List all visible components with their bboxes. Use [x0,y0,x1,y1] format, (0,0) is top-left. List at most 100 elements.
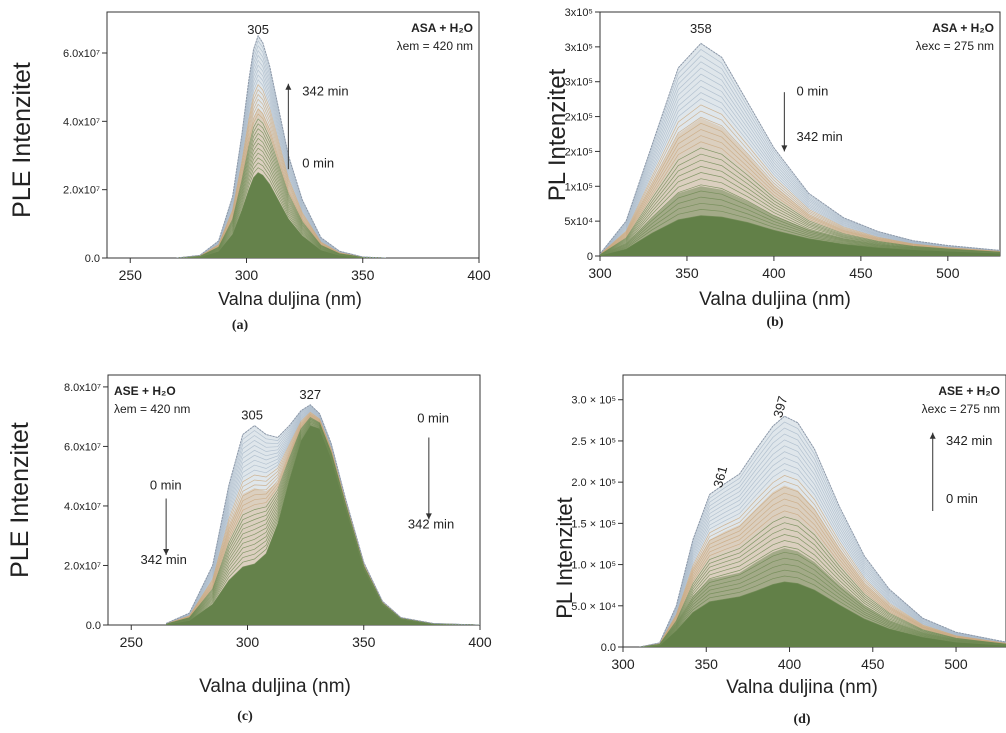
peak-label: 327 [299,387,321,402]
series-line-14 [176,103,387,258]
peak-label: 397 [770,394,790,419]
series-line-26 [176,162,387,258]
x-tick-label: 400 [467,267,491,283]
series-line-24 [600,190,1000,256]
y-tick-label: 6.0x10⁷ [63,48,100,60]
x-tick-label: 250 [119,267,143,283]
y-tick-label: 0.0 [85,253,100,265]
time-label: 342 min [408,516,454,531]
series-line-outer [639,415,1006,647]
series-line-13 [639,492,1006,647]
x-tick-label: 450 [849,265,873,281]
x-tick-label: 250 [120,634,144,650]
arrow-head [929,432,936,439]
annotation-sample: ASA + H₂O [411,21,473,35]
x-tick-label: 300 [611,656,635,672]
time-label: 342 min [302,84,348,99]
peak-label: 305 [241,408,263,423]
series-line-19 [639,528,1006,647]
y-tick-label: 3x10⁵ [565,77,593,89]
series-line-7 [600,85,1000,255]
series-line-24 [639,557,1006,647]
panel-c: 250 300 350 400 0.0 2.0x10⁷ 4.0x10⁷ 6.0x10⁷ 8.0x… [6,374,492,724]
series-line-3 [639,433,1006,647]
y-tick-label: 0 [587,251,593,263]
series-line-18 [639,522,1006,647]
y-tick-label: 2.0 × 10⁵ [571,477,616,489]
series-group [165,404,480,625]
annotation-sample: ASE + H₂O [114,384,176,398]
series-line-20 [639,534,1006,647]
x-tick-label: 300 [236,634,260,650]
panel-label: (a) [232,318,249,333]
time-label: 342 min [141,552,187,567]
series-line-outer [165,404,480,625]
x-tick-label: 300 [235,267,259,283]
x-axis-title: Valna duljina (nm) [199,676,351,697]
series-line-11 [639,480,1006,647]
x-axis-title: Valna duljina (nm) [699,289,851,310]
y-axis-title: PL Intenzitet [544,68,571,201]
arrow-head [163,549,170,556]
x-tick-label: 350 [352,634,376,650]
panel-d: 300 350 400 450 500 0.0 5.0 × 10⁴ 1.0 × 10⁵ 1.5 … [552,374,1006,727]
y-tick-label: 8.0x10⁷ [64,382,101,394]
y-tick-label: 0.0 [601,642,616,654]
arrow-head [285,83,292,90]
time-label: 0 min [946,491,978,506]
series-line-12 [639,486,1006,647]
y-tick-label: 0.0 [86,620,101,632]
series-line-23 [639,551,1006,647]
y-tick-label: 2.0x10⁷ [63,185,100,197]
series-line-21 [639,540,1006,647]
annotation-sample: ASE + H₂O [938,384,1000,398]
series-line-12 [600,116,1000,255]
series-line-outer [176,34,387,258]
y-tick-label: 2.0x10⁷ [64,560,101,572]
annotation-wavelength: λem = 420 nm [114,402,190,416]
y-tick-label: 2x10⁵ [565,146,593,158]
series-line-15 [639,504,1006,647]
arrow-head [781,145,788,152]
series-line-28 [176,172,387,258]
y-tick-label: 5.0 × 10⁴ [571,601,616,613]
y-tick-label: 2x10⁵ [565,112,593,124]
x-tick-label: 500 [944,656,968,672]
x-tick-label: 350 [695,656,719,672]
series-line-28 [600,215,1000,256]
series-line-7 [639,457,1006,647]
y-tick-label: 5x10⁴ [564,216,593,228]
x-axis-title: Valna duljina (nm) [218,289,362,309]
y-tick-label: 3x10⁵ [565,7,593,19]
panel-label: (d) [793,712,810,727]
series-group [600,42,1000,256]
series-line-3 [600,61,1000,255]
y-tick-label: 1x10⁵ [565,181,593,193]
series-line-2 [639,427,1006,647]
time-label: 342 min [797,129,843,144]
series-line-6 [639,451,1006,647]
series-line-4 [639,439,1006,647]
panel-b: 300 350 400 450 500 0 5x10⁴ 1x10⁵ 2x10⁵ 2x10⁵ 3x10… [544,7,1001,330]
series-line-8 [639,463,1006,647]
series-line-26 [639,569,1006,647]
y-tick-label: 6.0x10⁷ [64,441,101,453]
y-tick-label: 1.0 × 10⁵ [571,560,616,572]
series-line-10 [639,475,1006,647]
series-line-12 [176,93,387,258]
series-area-0 [600,43,1000,256]
x-tick-label: 350 [351,267,375,283]
series-line-17 [639,516,1006,647]
y-tick-label: 3x10⁵ [565,42,593,54]
x-tick-label: 300 [588,265,612,281]
y-axis-title: PL Intenzitet [552,497,577,618]
series-line-16 [600,141,1000,255]
series-line-5 [639,445,1006,647]
series-line-28 [166,425,480,625]
time-label: 0 min [302,155,334,170]
series-group [176,34,387,258]
y-tick-label: 4.0x10⁷ [63,116,100,128]
series-line-16 [176,113,387,258]
panel-a: 250 300 350 400 0.0 2.0x10⁷ 4.0x10⁷ 6.0x10⁷ PLE … [8,11,491,333]
